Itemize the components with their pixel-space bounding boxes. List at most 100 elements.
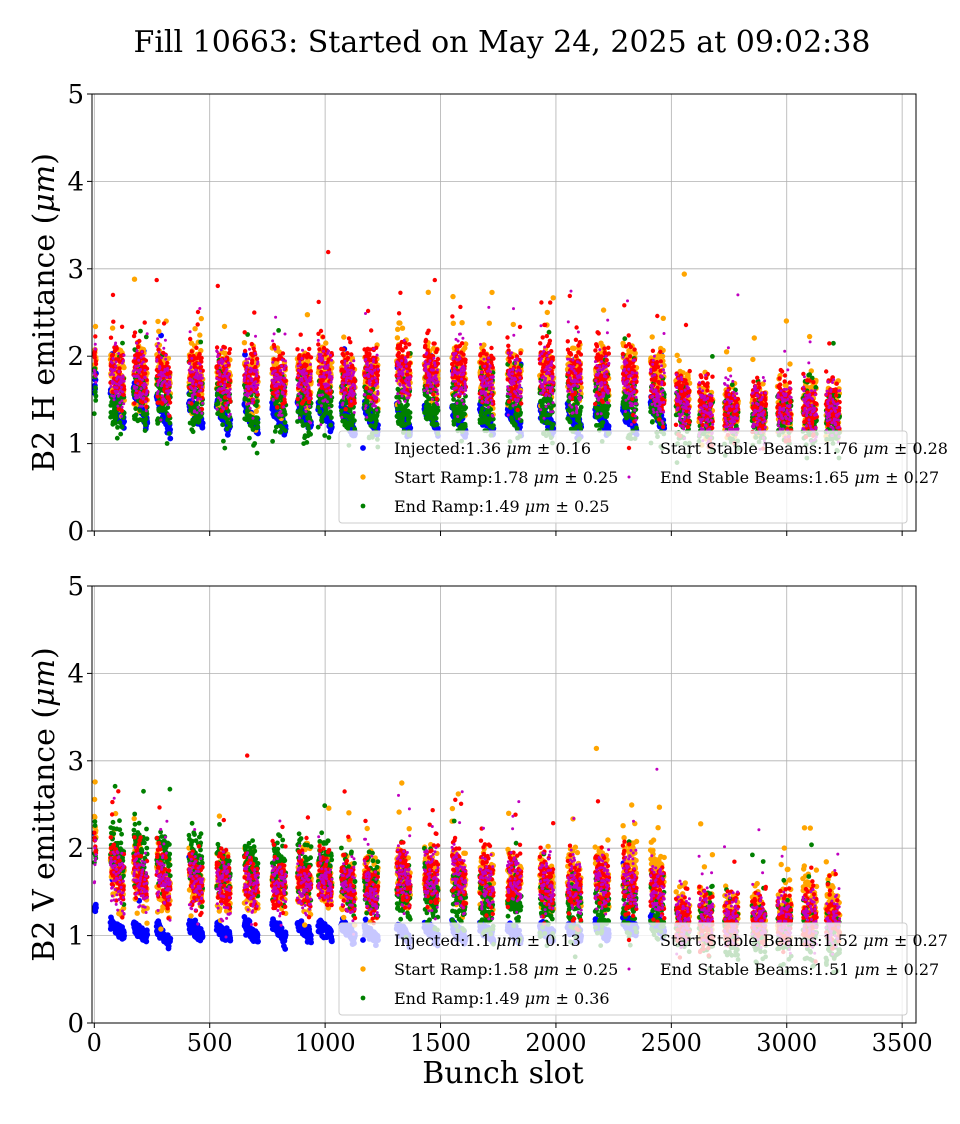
- data-point: [222, 324, 227, 329]
- data-point: [143, 428, 148, 433]
- data-point: [545, 310, 550, 315]
- data-point: [156, 329, 161, 334]
- data-point: [339, 408, 344, 413]
- data-point: [243, 349, 247, 353]
- data-point: [270, 439, 275, 444]
- data-point: [136, 345, 140, 349]
- data-point: [831, 341, 836, 346]
- data-point: [622, 336, 627, 341]
- data-point: [727, 367, 732, 372]
- data-point: [215, 345, 219, 349]
- data-point: [451, 321, 456, 326]
- data-point: [435, 422, 440, 427]
- data-point: [513, 422, 518, 427]
- data-point: [222, 446, 227, 451]
- data-point: [489, 290, 494, 295]
- data-point: [322, 433, 327, 438]
- data-point: [365, 399, 370, 404]
- data-point: [93, 355, 97, 359]
- data-point: [195, 401, 200, 406]
- data-point: [144, 335, 149, 340]
- data-point: [278, 430, 283, 435]
- data-point: [462, 412, 467, 417]
- figure-title: Fill 10663: Started on May 24, 2025 at 0…: [134, 25, 871, 60]
- data-point: [111, 353, 115, 357]
- data-point: [328, 423, 333, 428]
- data-point: [188, 337, 192, 341]
- data-point: [511, 322, 516, 327]
- data-point: [660, 354, 665, 359]
- data-point: [196, 310, 200, 314]
- data-point: [568, 420, 573, 425]
- data-point: [155, 278, 159, 282]
- data-point: [134, 412, 139, 417]
- data-point: [93, 324, 98, 329]
- data-point: [650, 419, 655, 424]
- data-point: [198, 340, 203, 345]
- data-point: [752, 335, 757, 340]
- data-point: [308, 432, 313, 437]
- data-point: [94, 362, 98, 366]
- data-point: [463, 405, 468, 410]
- data-point: [197, 352, 201, 356]
- data-point: [120, 325, 124, 329]
- data-point: [283, 428, 288, 433]
- data-point: [192, 326, 197, 331]
- data-point: [551, 422, 556, 427]
- data-point: [197, 332, 202, 337]
- data-point: [434, 416, 439, 421]
- data-point: [167, 431, 172, 436]
- data-point: [255, 399, 260, 404]
- data-point: [165, 441, 170, 446]
- data-point: [145, 412, 150, 417]
- data-point: [677, 358, 682, 363]
- data-point: [436, 408, 441, 413]
- data-point: [255, 425, 260, 430]
- data-point: [227, 383, 231, 387]
- data-point: [228, 424, 233, 429]
- data-point: [220, 422, 225, 427]
- data-point: [463, 424, 468, 429]
- data-point: [787, 361, 792, 366]
- data-point: [328, 410, 333, 415]
- data-point: [682, 271, 687, 276]
- data-point: [132, 401, 136, 405]
- data-point: [162, 321, 166, 325]
- data-point: [295, 419, 300, 424]
- data-point: [114, 416, 119, 421]
- data-point: [254, 403, 259, 408]
- data-point: [118, 432, 123, 437]
- data-point: [121, 365, 126, 370]
- data-point: [397, 320, 402, 325]
- data-point: [190, 349, 194, 353]
- data-point: [784, 318, 789, 323]
- data-point: [243, 330, 247, 334]
- data-point: [547, 330, 552, 335]
- data-point: [155, 319, 160, 324]
- data-point: [143, 371, 147, 375]
- data-point: [305, 312, 310, 317]
- data-point: [515, 426, 520, 431]
- data-point: [374, 419, 379, 424]
- data-point: [191, 429, 196, 434]
- data-point: [276, 328, 281, 333]
- data-point: [167, 436, 173, 442]
- data-point: [143, 423, 148, 428]
- data-point: [273, 429, 278, 434]
- data-point: [426, 290, 431, 295]
- data-point: [247, 436, 252, 441]
- data-point: [487, 321, 492, 326]
- data-point: [675, 353, 680, 358]
- data-point: [94, 394, 99, 399]
- data-point: [395, 327, 400, 332]
- data-point: [724, 349, 729, 354]
- data-point: [194, 346, 198, 350]
- data-point: [327, 435, 332, 440]
- data-point: [93, 334, 97, 338]
- data-point: [256, 420, 261, 425]
- data-point: [93, 398, 98, 403]
- data-point: [329, 415, 334, 420]
- data-point: [480, 406, 485, 411]
- data-point: [143, 320, 147, 324]
